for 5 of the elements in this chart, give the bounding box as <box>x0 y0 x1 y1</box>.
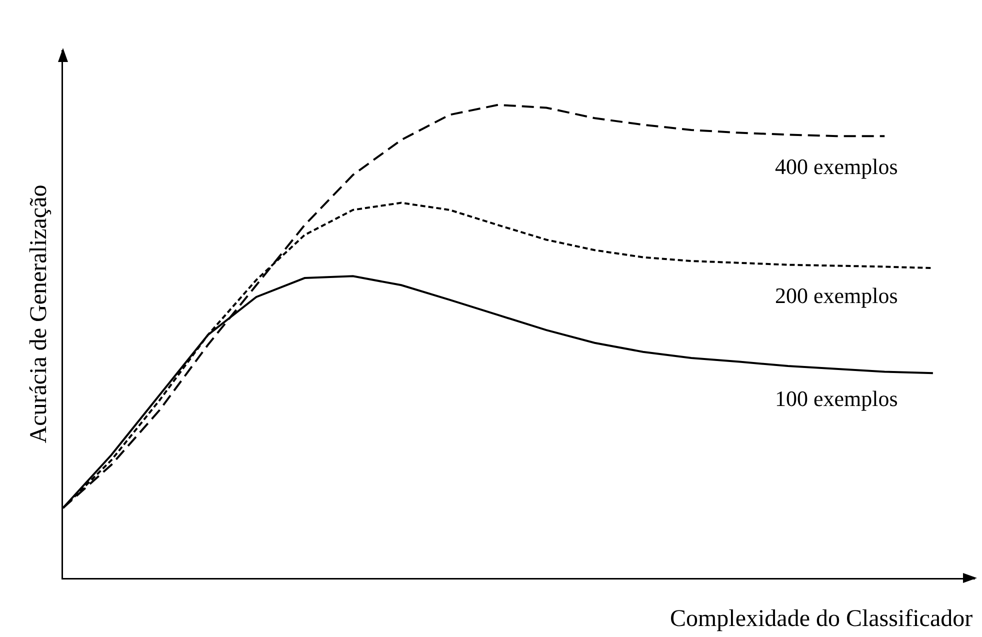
series-label: 100 exemplos <box>775 386 898 411</box>
y-axis-title: Acurácia de Generalização <box>26 184 52 444</box>
series-label: 400 exemplos <box>775 154 898 179</box>
series-label: 200 exemplos <box>775 283 898 308</box>
x-axis-title: Complexidade do Classificador <box>670 606 973 632</box>
